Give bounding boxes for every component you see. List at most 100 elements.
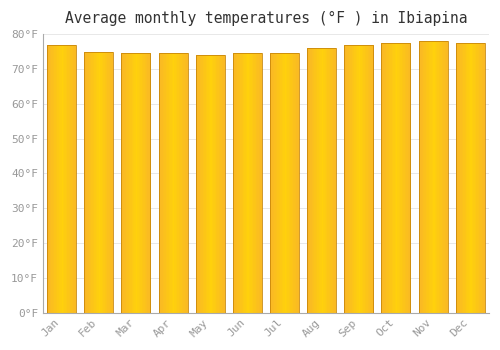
Bar [108, 52, 109, 313]
Bar [358, 45, 359, 313]
Bar [126, 54, 128, 313]
Bar [292, 54, 294, 313]
Bar [223, 55, 225, 313]
Bar [316, 48, 318, 313]
Bar [430, 41, 432, 313]
Bar [399, 43, 400, 313]
Bar [149, 54, 150, 313]
Bar [402, 43, 404, 313]
Bar [123, 54, 124, 313]
Bar [47, 45, 76, 313]
Bar [323, 48, 325, 313]
Bar [360, 45, 362, 313]
Bar [220, 55, 222, 313]
Bar [103, 52, 104, 313]
Bar [200, 55, 202, 313]
Bar [372, 45, 374, 313]
Bar [334, 48, 335, 313]
Bar [480, 43, 482, 313]
Bar [110, 52, 112, 313]
Bar [242, 54, 243, 313]
Bar [196, 55, 198, 313]
Bar [484, 43, 485, 313]
Bar [458, 43, 459, 313]
Bar [286, 54, 288, 313]
Bar [72, 45, 74, 313]
Bar [334, 48, 336, 313]
Bar [168, 54, 170, 313]
Bar [469, 43, 470, 313]
Bar [432, 41, 434, 313]
Bar [307, 48, 309, 313]
Bar [166, 54, 168, 313]
Bar [58, 45, 60, 313]
Bar [47, 45, 48, 313]
Bar [170, 54, 172, 313]
Bar [384, 43, 386, 313]
Bar [204, 55, 206, 313]
Bar [237, 54, 239, 313]
Bar [158, 54, 188, 313]
Bar [64, 45, 66, 313]
Bar [444, 41, 446, 313]
Bar [472, 43, 474, 313]
Bar [183, 54, 185, 313]
Bar [222, 55, 224, 313]
Bar [396, 43, 398, 313]
Bar [202, 55, 203, 313]
Bar [346, 45, 348, 313]
Bar [440, 41, 442, 313]
Bar [476, 43, 478, 313]
Bar [388, 43, 389, 313]
Title: Average monthly temperatures (°F ) in Ibiapina: Average monthly temperatures (°F ) in Ib… [64, 11, 467, 26]
Bar [460, 43, 462, 313]
Bar [386, 43, 388, 313]
Bar [278, 54, 279, 313]
Bar [433, 41, 435, 313]
Bar [250, 54, 252, 313]
Bar [479, 43, 480, 313]
Bar [128, 54, 130, 313]
Bar [368, 45, 369, 313]
Bar [474, 43, 476, 313]
Bar [52, 45, 53, 313]
Bar [203, 55, 204, 313]
Bar [88, 52, 90, 313]
Bar [233, 54, 234, 313]
Bar [69, 45, 70, 313]
Bar [122, 54, 150, 313]
Bar [124, 54, 126, 313]
Bar [249, 54, 250, 313]
Bar [370, 45, 372, 313]
Bar [393, 43, 394, 313]
Bar [179, 54, 180, 313]
Bar [272, 54, 273, 313]
Bar [93, 52, 94, 313]
Bar [98, 52, 100, 313]
Bar [329, 48, 330, 313]
Bar [362, 45, 364, 313]
Bar [66, 45, 68, 313]
Bar [182, 54, 184, 313]
Bar [344, 45, 374, 313]
Bar [308, 48, 310, 313]
Bar [90, 52, 92, 313]
Bar [319, 48, 320, 313]
Bar [244, 54, 246, 313]
Bar [314, 48, 316, 313]
Bar [418, 41, 448, 313]
Bar [259, 54, 260, 313]
Bar [178, 54, 179, 313]
Bar [344, 45, 346, 313]
Bar [293, 54, 295, 313]
Bar [312, 48, 313, 313]
Bar [98, 52, 99, 313]
Bar [208, 55, 210, 313]
Bar [424, 41, 426, 313]
Bar [462, 43, 463, 313]
Bar [409, 43, 410, 313]
Bar [164, 54, 166, 313]
Bar [162, 54, 163, 313]
Bar [130, 54, 132, 313]
Bar [408, 43, 409, 313]
